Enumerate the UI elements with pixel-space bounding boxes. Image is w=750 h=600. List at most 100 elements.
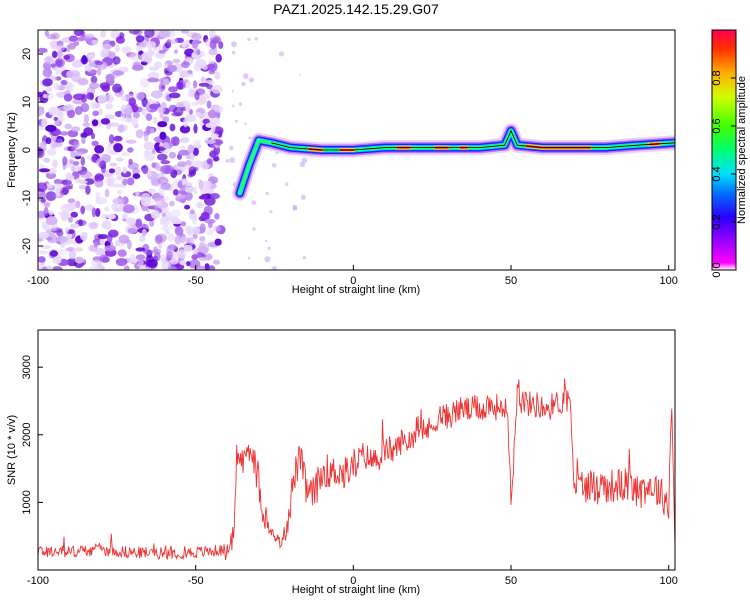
- noise-blob: [83, 127, 94, 136]
- noise-blob: [69, 159, 74, 165]
- noise-blob: [105, 176, 117, 184]
- noise-blob: [40, 197, 46, 203]
- noise-blob: [190, 152, 195, 162]
- noise-blob: [160, 160, 171, 165]
- noise-blob: [211, 84, 223, 94]
- noise-blob: [85, 185, 91, 195]
- noise-blob: [115, 157, 124, 162]
- noise-blob: [57, 111, 64, 119]
- noise-blob: [161, 216, 168, 224]
- noise-dot: [271, 265, 277, 270]
- noise-blob: [90, 101, 98, 109]
- noise-blob: [182, 244, 193, 252]
- noise-blob: [78, 185, 87, 190]
- noise-blob: [188, 259, 201, 269]
- noise-blob: [66, 247, 75, 252]
- noise-blob: [48, 106, 61, 117]
- noise-blob: [135, 254, 146, 261]
- noise-blob: [191, 40, 199, 49]
- noise-blob: [162, 116, 170, 123]
- spectrogram-x-tick-label: 100: [660, 275, 678, 287]
- noise-blob: [135, 218, 143, 228]
- noise-blob: [94, 241, 99, 248]
- colorbar-gradient: [711, 29, 737, 271]
- noise-blob: [132, 64, 144, 71]
- noise-blob: [111, 183, 123, 188]
- noise-blob: [113, 135, 123, 142]
- noise-blob: [193, 123, 198, 134]
- noise-blob: [204, 139, 216, 144]
- noise-blob: [145, 125, 151, 136]
- noise-blob: [162, 206, 170, 214]
- noise-blob: [179, 125, 191, 134]
- noise-blob: [63, 93, 73, 102]
- noise-blob: [66, 44, 71, 53]
- noise-blob: [112, 70, 125, 76]
- noise-blob: [181, 136, 190, 144]
- noise-blob: [43, 207, 49, 217]
- noise-blob: [206, 100, 212, 109]
- noise-blob: [66, 70, 74, 78]
- noise-blob: [72, 99, 85, 105]
- noise-blob: [139, 235, 146, 242]
- noise-dot: [298, 74, 301, 76]
- noise-dot: [231, 41, 237, 48]
- noise-blob: [152, 116, 158, 125]
- noise-blob: [99, 254, 109, 263]
- noise-blob: [132, 111, 140, 119]
- noise-blob: [191, 101, 200, 107]
- noise-blob: [167, 265, 178, 270]
- noise-blob: [40, 244, 52, 249]
- noise-blob: [107, 213, 116, 220]
- noise-blob: [65, 175, 75, 181]
- noise-blob: [140, 78, 150, 88]
- noise-blob: [168, 92, 181, 99]
- noise-blob: [73, 247, 84, 252]
- noise-blob: [213, 225, 222, 232]
- noise-blob: [159, 113, 165, 119]
- noise-blob: [196, 202, 204, 209]
- colorbar-label: Normalized spectral amplitude: [736, 76, 748, 224]
- noise-blob: [149, 128, 155, 133]
- noise-blob: [73, 93, 85, 101]
- noise-blob: [60, 79, 68, 86]
- noise-blob: [157, 106, 164, 114]
- noise-blob: [212, 37, 220, 45]
- noise-blob: [45, 191, 57, 202]
- noise-blob: [127, 227, 137, 234]
- noise-blob: [88, 53, 95, 60]
- noise-blob: [100, 118, 110, 125]
- noise-blob: [205, 122, 215, 128]
- noise-blob: [101, 213, 108, 219]
- noise-blob: [63, 54, 71, 60]
- noise-blob: [38, 256, 46, 263]
- noise-blob: [69, 223, 81, 229]
- noise-blob: [63, 182, 74, 188]
- noise-dot: [254, 37, 258, 41]
- noise-blob: [168, 86, 178, 93]
- noise-blob: [179, 260, 187, 266]
- noise-blob: [177, 161, 188, 167]
- noise-blob: [160, 182, 172, 191]
- snr-y-tick-label: 2000: [21, 423, 33, 447]
- noise-blob: [208, 109, 218, 119]
- noise-blob: [120, 112, 125, 122]
- noise-blob: [38, 106, 45, 116]
- noise-blob: [204, 218, 216, 224]
- noise-blob: [88, 61, 97, 67]
- noise-blob: [68, 250, 77, 260]
- noise-blob: [192, 147, 199, 156]
- noise-blob: [193, 80, 198, 89]
- noise-blob: [54, 57, 66, 68]
- noise-blob: [200, 76, 206, 83]
- noise-blob: [157, 153, 168, 161]
- noise-blob: [141, 97, 148, 108]
- noise-blob: [146, 50, 153, 58]
- noise-blob: [178, 149, 191, 156]
- noise-dot: [244, 122, 247, 125]
- noise-dot: [300, 194, 306, 200]
- noise-blob: [46, 236, 53, 241]
- noise-blob: [214, 71, 221, 80]
- noise-blob: [74, 106, 83, 115]
- noise-blob: [90, 259, 101, 267]
